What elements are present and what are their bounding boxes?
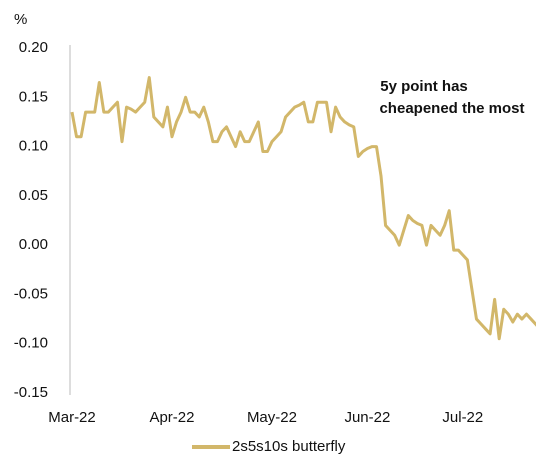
x-tick-label: Jul-22 — [442, 409, 483, 426]
annotation: cheapened the most — [379, 100, 524, 117]
x-tick-label: May-22 — [247, 409, 297, 426]
legend-label: 2s5s10s butterfly — [232, 438, 346, 455]
y-tick-label: 0.10 — [19, 138, 48, 155]
x-tick-label: Mar-22 — [48, 409, 96, 426]
y-tick-label: -0.15 — [14, 384, 48, 401]
y-tick-label: 0.05 — [19, 187, 48, 204]
y-tick-label: 0.15 — [19, 88, 48, 105]
x-tick-label: Jun-22 — [344, 409, 390, 426]
y-tick-label: 0.00 — [19, 236, 48, 253]
x-tick-label: Apr-22 — [149, 409, 194, 426]
y-tick-label: -0.05 — [14, 285, 48, 302]
y-tick-label: -0.10 — [14, 335, 48, 352]
unit-label: % — [14, 11, 27, 28]
y-tick-label: 0.20 — [19, 39, 48, 56]
annotation: 5y point has — [380, 78, 468, 95]
line — [70, 76, 536, 341]
